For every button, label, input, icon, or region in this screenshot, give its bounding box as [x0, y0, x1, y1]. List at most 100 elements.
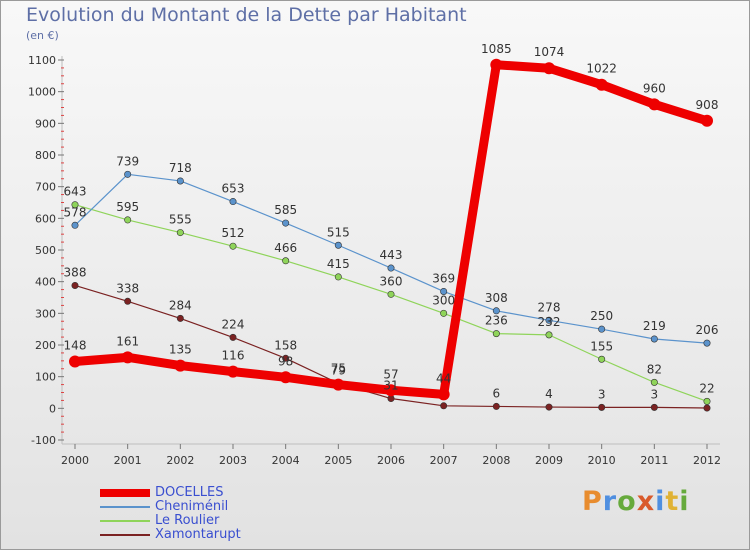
x-tick-label: 2001 [114, 454, 142, 467]
data-point-le-roulier [545, 331, 553, 339]
data-point-chenim-nil [229, 198, 237, 206]
chart-unit-label: (en €) [26, 29, 59, 42]
data-point-le-roulier [124, 216, 132, 224]
data-point-docelles [648, 98, 661, 111]
y-tick-label: 100 [35, 371, 56, 384]
data-label-chenim-nil: 585 [274, 203, 297, 217]
legend-swatch [100, 506, 150, 508]
data-point-le-roulier [598, 355, 606, 363]
y-tick-label: 1000 [28, 86, 56, 99]
data-label-chenim-nil: 718 [169, 161, 192, 175]
data-label-le-roulier: 82 [647, 362, 662, 376]
data-label-chenim-nil: 653 [222, 182, 245, 196]
data-label-docelles: 135 [169, 343, 192, 357]
data-label-xamontarupt: 79 [331, 363, 346, 377]
data-point-le-roulier [703, 397, 711, 405]
data-label-chenim-nil: 308 [485, 291, 508, 305]
data-point-docelles [385, 384, 397, 397]
x-tick-label: 2010 [588, 454, 616, 467]
y-tick-label: 700 [35, 181, 56, 194]
data-point-docelles [227, 365, 239, 378]
y-tick-label: 500 [35, 244, 56, 257]
data-point-chenim-nil [176, 177, 184, 185]
data-label-le-roulier: 555 [169, 213, 192, 227]
legend-label: DOCELLES [155, 485, 224, 500]
x-tick-label: 2000 [61, 454, 89, 467]
data-label-docelles: 116 [222, 349, 245, 363]
chart-title: Evolution du Montant de la Dette par Hab… [26, 4, 467, 26]
data-point-le-roulier [229, 242, 237, 250]
data-label-docelles: 908 [696, 98, 719, 112]
data-label-chenim-nil: 369 [432, 271, 455, 285]
data-label-docelles: 75 [331, 362, 346, 376]
data-point-docelles [701, 114, 713, 127]
data-point-chenim-nil [598, 325, 606, 333]
data-label-le-roulier: 22 [699, 381, 714, 395]
y-tick-label: 0 [49, 402, 56, 415]
data-point-chenim-nil [650, 335, 658, 343]
data-point-xamontarupt [650, 403, 658, 411]
data-label-le-roulier: 232 [538, 315, 561, 329]
data-point-le-roulier [492, 330, 500, 338]
legend-label: Le Roulier [155, 513, 220, 528]
data-point-xamontarupt [598, 403, 606, 411]
data-point-xamontarupt [545, 403, 553, 411]
x-tick-label: 2011 [640, 454, 668, 467]
data-point-docelles [121, 351, 134, 364]
data-point-chenim-nil [703, 339, 711, 347]
y-tick-label: 400 [35, 276, 56, 289]
data-point-docelles [437, 388, 450, 401]
data-point-xamontarupt [229, 333, 237, 341]
data-point-le-roulier [334, 273, 342, 281]
data-label-xamontarupt: 3 [651, 387, 659, 401]
data-label-xamontarupt: 284 [169, 298, 192, 312]
data-label-docelles: 1074 [534, 45, 565, 59]
data-label-docelles: 57 [383, 367, 398, 381]
data-point-xamontarupt [124, 297, 132, 305]
data-label-docelles: 148 [64, 338, 87, 352]
y-tick-label: 600 [35, 212, 56, 225]
data-point-le-roulier [176, 229, 184, 237]
data-label-docelles: 960 [643, 81, 666, 95]
x-tick-label: 2012 [693, 454, 721, 467]
data-point-xamontarupt [492, 402, 500, 410]
data-point-le-roulier [650, 378, 658, 386]
data-label-docelles: 1085 [481, 42, 512, 56]
x-tick-label: 2009 [535, 454, 563, 467]
x-tick-label: 2005 [324, 454, 352, 467]
x-tick-label: 2003 [219, 454, 247, 467]
data-point-chenim-nil [282, 219, 290, 227]
y-tick-label: 800 [35, 149, 56, 162]
data-point-chenim-nil [492, 307, 500, 315]
data-label-docelles: 44 [436, 371, 451, 385]
data-point-chenim-nil [334, 241, 342, 249]
y-tick-label: 300 [35, 307, 56, 320]
proxiti-logo: Proxiti [582, 486, 690, 517]
data-point-le-roulier [282, 257, 290, 265]
data-point-docelles [543, 62, 555, 75]
data-label-xamontarupt: 338 [116, 281, 139, 295]
x-tick-label: 2008 [482, 454, 510, 467]
x-tick-label: 2004 [272, 454, 300, 467]
legend-label: Xamontarupt [155, 527, 241, 542]
data-label-xamontarupt: 6 [493, 386, 501, 400]
data-label-docelles: 161 [116, 334, 139, 348]
legend-swatch [100, 520, 150, 522]
x-tick-label: 2007 [430, 454, 458, 467]
data-point-chenim-nil [387, 264, 395, 272]
data-label-xamontarupt: 158 [274, 338, 297, 352]
legend-swatch [100, 534, 150, 536]
data-label-le-roulier: 466 [274, 241, 297, 255]
data-label-chenim-nil: 578 [64, 205, 87, 219]
x-tick-label: 2006 [377, 454, 405, 467]
data-label-xamontarupt: 3 [598, 387, 606, 401]
data-point-docelles [174, 359, 187, 372]
data-label-chenim-nil: 739 [116, 154, 139, 168]
data-label-docelles: 98 [278, 354, 293, 368]
data-label-le-roulier: 236 [485, 314, 508, 328]
data-label-le-roulier: 360 [380, 274, 403, 288]
x-tick-label: 2002 [166, 454, 194, 467]
data-point-le-roulier [440, 309, 448, 317]
data-point-xamontarupt [703, 404, 711, 412]
y-tick-label: -100 [31, 434, 56, 447]
